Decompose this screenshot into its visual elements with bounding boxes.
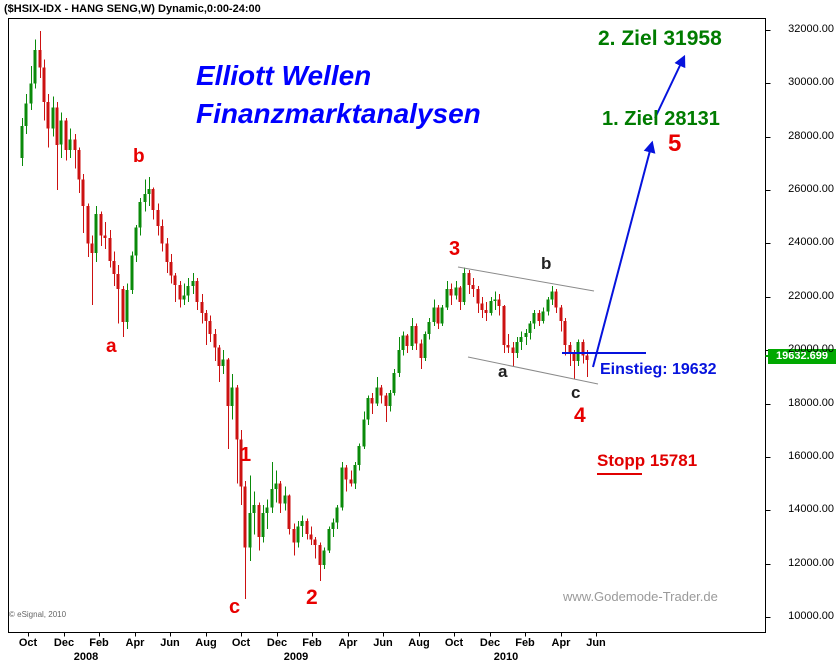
trendline-lower [467,356,599,385]
price-tick-label: 28000.00 [788,130,834,142]
trendline-upper [457,266,595,292]
stop-label: Stopp 15781 [597,451,698,470]
wave-label-3: 3 [449,238,461,260]
price-tick-label: 24000.00 [788,236,834,248]
price-tick-label: 22000.00 [788,290,834,302]
month-tick-label: Jun [373,637,393,649]
brand-line-2: Finanzmarktanalysen [196,98,481,129]
month-tick-label: Dec [479,637,501,649]
wave-label-5: 5 [668,130,682,157]
price-tick-label: 18000.00 [788,397,834,409]
copyright-note: © eSignal, 2010 [9,610,67,619]
month-tick-label: Jun [586,637,606,649]
price-axis-ticks [765,30,771,618]
target-1-arrow [592,140,656,368]
price-tick-label: 20000.00 [788,343,834,355]
price-tick-label: 32000.00 [788,23,834,35]
month-tick-label: Oct [444,637,464,649]
month-tick-label: Apr [338,637,358,649]
month-tick-label: Feb [515,637,535,649]
wave-label-c: c [229,596,241,618]
month-tick-label: Jun [160,637,180,649]
price-tick-label: 14000.00 [788,503,834,515]
wave-label-b: b [541,254,552,273]
year-label: 2009 [283,651,309,663]
wave-label-1: 1 [240,444,252,466]
wave-label-a: a [498,362,508,381]
month-tick-label: Aug [408,637,430,649]
month-tick-label: Dec [266,637,288,649]
wave-label-a: a [106,336,117,357]
month-tick-label: Feb [89,637,109,649]
brand-line-1: Elliott Wellen [196,60,372,91]
month-tick-label: Aug [195,637,217,649]
target-2-label: 2. Ziel 31958 [598,27,722,50]
candles [20,31,589,599]
month-tick-label: Oct [231,637,251,649]
target-1-label: 1. Ziel 28131 [602,108,720,130]
year-label: 2008 [73,651,99,663]
month-tick-label: Apr [551,637,571,649]
price-tick-label: 30000.00 [788,76,834,88]
wave-label-4: 4 [574,404,586,427]
wave-label-c: c [571,383,581,402]
target-2-arrow [654,54,686,119]
watermark: www.Godemode-Trader.de [563,589,718,604]
current-price-tag: 19632.699 [768,349,836,364]
month-tick-label: Apr [125,637,145,649]
price-tick-label: 12000.00 [788,557,834,569]
month-tick-label: Dec [53,637,75,649]
wave-label-b: b [133,146,145,167]
plot-frame [8,18,766,633]
month-tick-label: Feb [302,637,322,649]
entry-label: Einstieg: 19632 [600,361,717,378]
month-tick-label: Oct [18,637,38,649]
time-axis-ticks [28,632,597,637]
price-tick-label: 16000.00 [788,450,834,462]
year-label: 2010 [493,651,519,663]
wave-label-2: 2 [306,586,318,609]
price-tick-label: 10000.00 [788,610,834,622]
price-tick-label: 26000.00 [788,183,834,195]
window-title: ($HSIX-IDX - HANG SENG,W) Dynamic,0:00-2… [4,3,261,15]
